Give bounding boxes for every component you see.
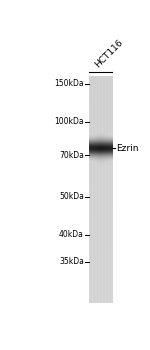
Text: 50kDa: 50kDa <box>59 193 84 202</box>
Text: Ezrin: Ezrin <box>116 144 139 153</box>
Text: 70kDa: 70kDa <box>59 151 84 160</box>
Text: 40kDa: 40kDa <box>59 230 84 239</box>
Text: 150kDa: 150kDa <box>54 79 84 88</box>
Text: 35kDa: 35kDa <box>59 257 84 266</box>
Text: 100kDa: 100kDa <box>54 117 84 126</box>
Text: HCT116: HCT116 <box>93 37 125 69</box>
